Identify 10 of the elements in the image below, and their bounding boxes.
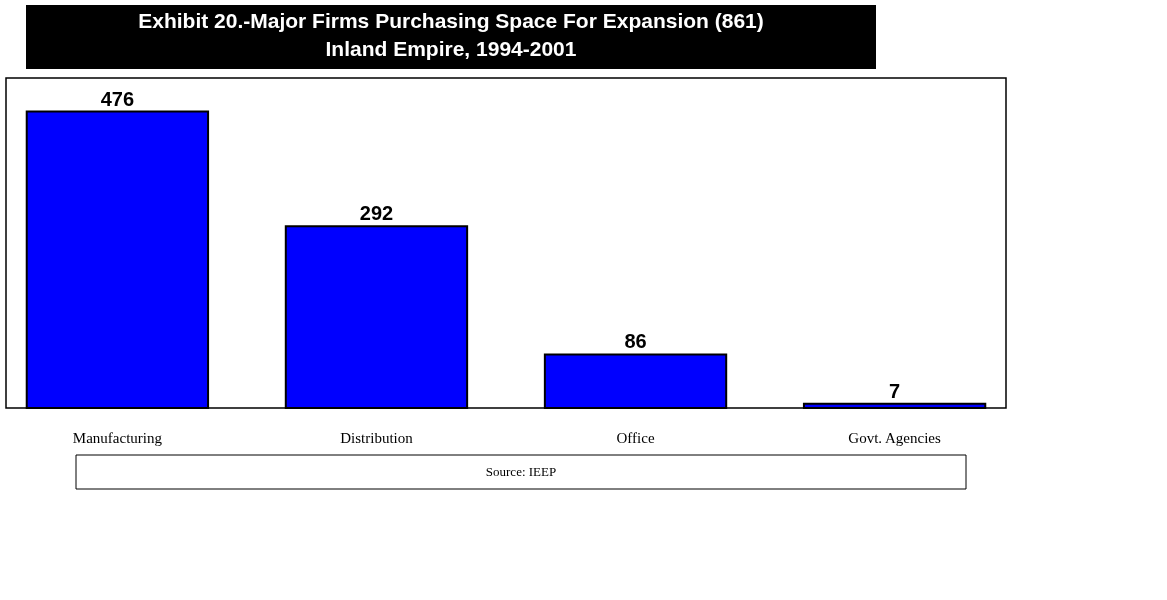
- data-label: 476: [100, 87, 135, 110]
- x-tick-label: Manufacturing: [72, 429, 163, 446]
- chart-title: Exhibit 20.-Major Firms Purchasing Space For Expansion (861) Inland Empire, 1994-2001: [138, 9, 764, 60]
- data-label: 7: [889, 379, 901, 402]
- data-label: 292: [359, 202, 394, 225]
- source-note: Source: IEEP: [485, 464, 557, 479]
- data-label: 86: [624, 330, 647, 353]
- x-tick-label: Office: [616, 429, 655, 446]
- x-tick-label: Govt. Agencies: [848, 429, 941, 446]
- x-tick-label: Distribution: [340, 429, 414, 446]
